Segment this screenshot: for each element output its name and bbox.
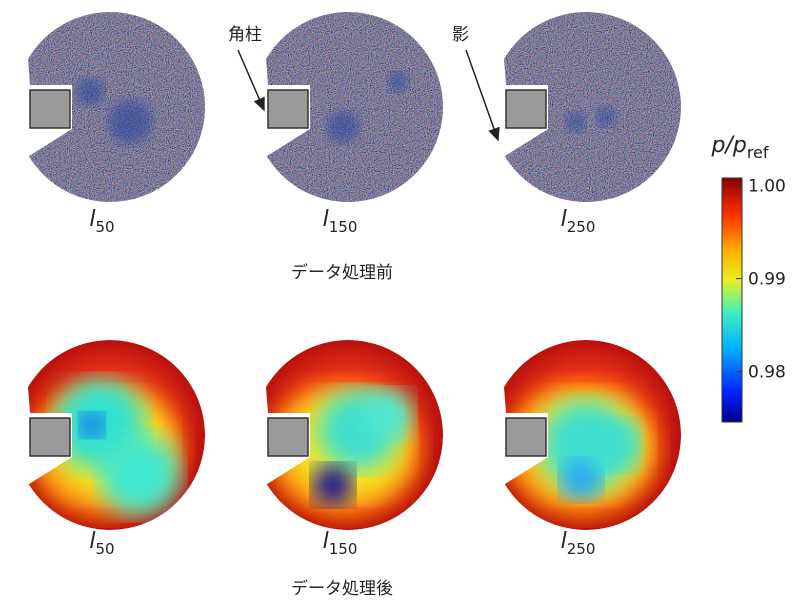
blob <box>100 435 180 515</box>
tick-label: 1.00 <box>748 176 786 196</box>
panel-label: l150 <box>323 207 358 236</box>
arrow <box>237 49 265 112</box>
pressure-map <box>15 340 205 530</box>
colorbar <box>721 177 743 423</box>
panel-label: l250 <box>561 529 596 558</box>
dark-spot <box>596 107 616 127</box>
blob <box>591 420 641 470</box>
panel-label-symbol: l <box>561 207 567 232</box>
dark-spot <box>76 78 104 106</box>
tick-label: 0.98 <box>748 363 786 383</box>
panel-label-symbol: l <box>323 207 329 232</box>
dark-spot <box>327 111 359 143</box>
pillar <box>505 417 547 457</box>
pillar <box>505 89 547 129</box>
caption: データ処理前 <box>291 262 393 283</box>
colorbar-ticks: 1.00 0.99 0.98 <box>736 176 786 383</box>
panel-label: l50 <box>89 529 114 558</box>
blob <box>80 413 104 437</box>
panel-label-subscript: 250 <box>567 540 596 558</box>
pressure-map <box>253 12 443 202</box>
panel-label-symbol: l <box>323 529 329 554</box>
tick-label: 0.99 <box>748 270 786 290</box>
dark-spot <box>388 72 408 92</box>
caption: データ処理後 <box>291 578 393 599</box>
annotation: 影 <box>452 25 469 45</box>
panel-label-symbol: l <box>89 529 95 554</box>
pillar <box>267 417 309 457</box>
pillar <box>267 89 309 129</box>
annotation: 角柱 <box>228 25 262 45</box>
panel-label-symbol: l <box>89 207 95 232</box>
panel-label-subscript: 50 <box>96 218 115 236</box>
pillar <box>29 89 71 129</box>
panel-label: l150 <box>323 529 358 558</box>
dark-spot <box>108 100 152 144</box>
dark-spot <box>566 112 586 132</box>
panel-label-symbol: l <box>561 529 567 554</box>
colorbar-label-sub: ref <box>747 143 769 162</box>
colorbar-label-main: p/p <box>710 133 746 158</box>
blob <box>561 460 601 500</box>
panel-label-subscript: 250 <box>567 218 596 236</box>
panel-label: l50 <box>89 207 114 236</box>
blob <box>313 465 353 505</box>
pillar <box>29 417 71 457</box>
colorbar-label: p/pref <box>710 133 768 162</box>
arrow <box>465 49 500 142</box>
panel-label-subscript: 50 <box>96 540 115 558</box>
panel-label-subscript: 150 <box>329 540 358 558</box>
panel-label: l250 <box>561 207 596 236</box>
blob <box>363 390 413 440</box>
panel-label-subscript: 150 <box>329 218 358 236</box>
